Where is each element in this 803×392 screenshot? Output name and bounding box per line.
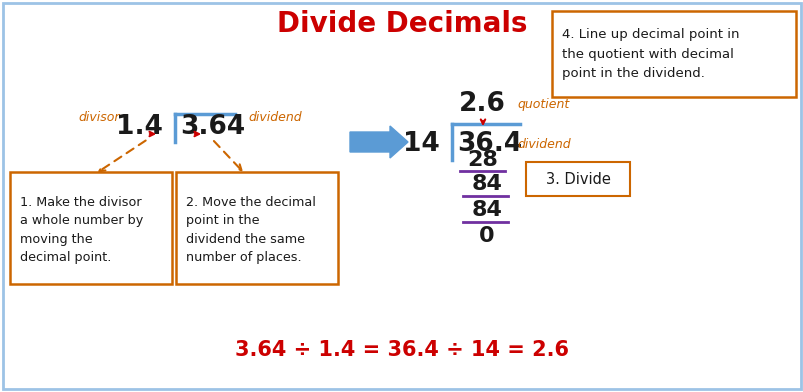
Text: 1.4: 1.4 bbox=[116, 114, 163, 140]
FancyBboxPatch shape bbox=[176, 172, 337, 284]
FancyBboxPatch shape bbox=[552, 11, 795, 97]
Text: divisor: divisor bbox=[79, 111, 120, 123]
Text: 4. Line up decimal point in
the quotient with decimal
point in the dividend.: 4. Line up decimal point in the quotient… bbox=[561, 28, 739, 80]
Text: 3. Divide: 3. Divide bbox=[545, 172, 609, 187]
Text: 2. Move the decimal
point in the
dividend the same
number of places.: 2. Move the decimal point in the dividen… bbox=[185, 196, 316, 264]
Text: 84: 84 bbox=[471, 200, 502, 220]
Text: 3.64: 3.64 bbox=[180, 114, 245, 140]
Text: 28: 28 bbox=[467, 150, 498, 170]
Text: 0: 0 bbox=[479, 226, 494, 246]
Text: 84: 84 bbox=[471, 174, 502, 194]
Text: quotient: quotient bbox=[516, 98, 569, 111]
FancyArrow shape bbox=[349, 126, 407, 158]
Text: dividend: dividend bbox=[516, 138, 570, 151]
Text: dividend: dividend bbox=[247, 111, 301, 123]
Text: 36.4: 36.4 bbox=[457, 131, 522, 157]
Text: 14: 14 bbox=[403, 131, 439, 157]
FancyBboxPatch shape bbox=[525, 162, 630, 196]
Text: 2.6: 2.6 bbox=[458, 91, 505, 117]
Text: 3.64 ÷ 1.4 = 36.4 ÷ 14 = 2.6: 3.64 ÷ 1.4 = 36.4 ÷ 14 = 2.6 bbox=[234, 340, 569, 360]
FancyBboxPatch shape bbox=[10, 172, 172, 284]
Text: 1. Make the divisor
a whole number by
moving the
decimal point.: 1. Make the divisor a whole number by mo… bbox=[20, 196, 143, 264]
Text: Divide Decimals: Divide Decimals bbox=[276, 10, 527, 38]
